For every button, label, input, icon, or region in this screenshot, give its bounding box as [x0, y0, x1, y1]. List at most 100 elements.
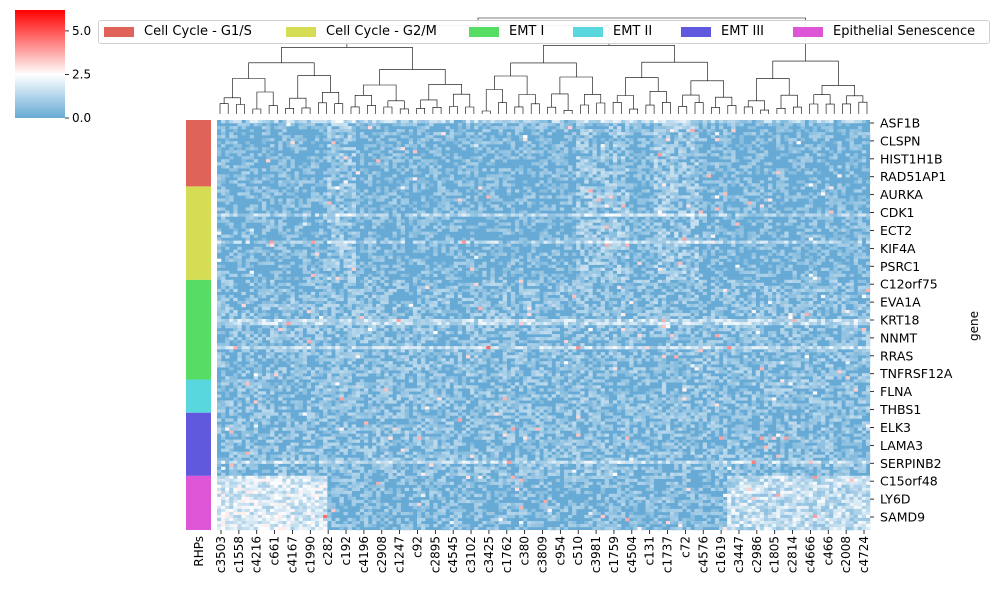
heatmap-cell	[408, 159, 414, 163]
heatmap-cell	[649, 219, 654, 223]
heatmap-cell	[788, 123, 793, 127]
heatmap-cell	[490, 195, 495, 199]
heatmap-cell	[433, 219, 438, 223]
heatmap-cell	[825, 222, 830, 226]
heatmap-cell	[506, 288, 512, 293]
heatmap-cell	[502, 168, 508, 172]
heatmap-cell	[759, 231, 765, 235]
heatmap-cell	[588, 273, 593, 278]
heatmap-cell	[453, 288, 459, 293]
heatmap-cell	[661, 237, 667, 241]
heatmap-cell	[653, 192, 659, 196]
heatmap-cell	[780, 168, 785, 172]
heatmap-cell	[270, 189, 275, 193]
heatmap-cell	[359, 243, 365, 247]
heatmap-cell	[294, 249, 299, 253]
heatmap-cell	[718, 249, 724, 253]
heatmap-cell	[596, 132, 601, 136]
heatmap-cell	[339, 210, 344, 214]
heatmap-cell	[686, 204, 691, 208]
heatmap-cell	[633, 222, 638, 226]
heatmap-cell	[465, 270, 471, 274]
heatmap-cell	[567, 192, 573, 196]
heatmap-cell	[547, 186, 552, 190]
heatmap-cell	[653, 228, 659, 232]
heatmap-cell	[449, 174, 454, 178]
heatmap-cell	[217, 147, 222, 151]
heatmap-cell	[812, 273, 818, 278]
heatmap-cell	[331, 141, 336, 145]
heatmap-cell	[808, 279, 814, 284]
heatmap-cell	[249, 294, 254, 299]
heatmap-cell	[229, 126, 234, 130]
heatmap-cell	[600, 261, 605, 265]
heatmap-cell	[368, 207, 373, 211]
heatmap-cell	[257, 123, 263, 127]
heatmap-cell	[714, 138, 720, 142]
heatmap-cell	[670, 189, 675, 193]
heatmap-cell	[217, 258, 222, 262]
heatmap-cell	[514, 189, 520, 193]
heatmap-cell	[265, 177, 271, 181]
heatmap-cell	[759, 210, 765, 214]
heatmap-cell	[482, 189, 487, 193]
heatmap-cell	[637, 285, 642, 290]
heatmap-cell	[404, 273, 410, 278]
heatmap-cell	[388, 120, 393, 124]
heatmap-cell	[486, 216, 491, 220]
heatmap-cell	[335, 207, 340, 211]
heatmap-cell	[625, 297, 630, 302]
heatmap-cell	[265, 222, 271, 226]
heatmap-cell	[261, 192, 267, 196]
heatmap-cell	[739, 234, 744, 238]
heatmap-cell	[310, 177, 316, 181]
heatmap-cell	[772, 207, 777, 211]
heatmap-cell	[665, 174, 671, 178]
heatmap-cell	[470, 213, 475, 217]
heatmap-cell	[767, 192, 773, 196]
heatmap-cell	[261, 300, 267, 305]
heatmap-cell	[796, 291, 801, 296]
heatmap-cell	[343, 207, 348, 211]
heatmap-cell	[776, 294, 781, 299]
heatmap-cell	[355, 189, 361, 193]
heatmap-cell	[596, 189, 601, 193]
heatmap-cell	[690, 210, 695, 214]
heatmap-cell	[551, 153, 556, 157]
heatmap-cell	[261, 141, 267, 145]
heatmap-cell	[694, 195, 699, 199]
heatmap-cell	[400, 183, 405, 187]
heatmap-cell	[727, 132, 732, 136]
heatmap-cell	[359, 135, 365, 139]
heatmap-cell	[743, 144, 748, 148]
heatmap-cell	[302, 258, 308, 262]
heatmap-cell	[686, 207, 691, 211]
heatmap-cell	[592, 171, 597, 175]
heatmap-cell	[453, 243, 459, 247]
heatmap-cell	[776, 210, 781, 214]
heatmap-cell	[421, 120, 426, 124]
heatmap-cell	[368, 297, 373, 302]
heatmap-cell	[445, 294, 450, 299]
heatmap-cell	[270, 174, 275, 178]
heatmap-cell	[576, 213, 581, 217]
heatmap-cell	[412, 147, 418, 151]
heatmap-cell	[314, 234, 320, 238]
heatmap-cell	[527, 213, 532, 217]
heatmap-cell	[465, 123, 471, 127]
heatmap-cell	[759, 141, 765, 145]
heatmap-cell	[249, 288, 254, 293]
heatmap-cell	[339, 252, 344, 256]
heatmap-cell	[502, 180, 508, 184]
heatmap-cell	[563, 126, 569, 130]
heatmap-cell	[327, 255, 332, 259]
heatmap-cell	[821, 255, 826, 259]
heatmap-cell	[445, 234, 450, 238]
heatmap-cell	[470, 138, 475, 142]
heatmap-cell	[441, 240, 446, 244]
heatmap-cell	[396, 225, 401, 229]
heatmap-cell	[763, 255, 769, 259]
heatmap-cell	[682, 258, 687, 262]
heatmap-cell	[657, 150, 663, 154]
heatmap-cell	[429, 150, 434, 154]
